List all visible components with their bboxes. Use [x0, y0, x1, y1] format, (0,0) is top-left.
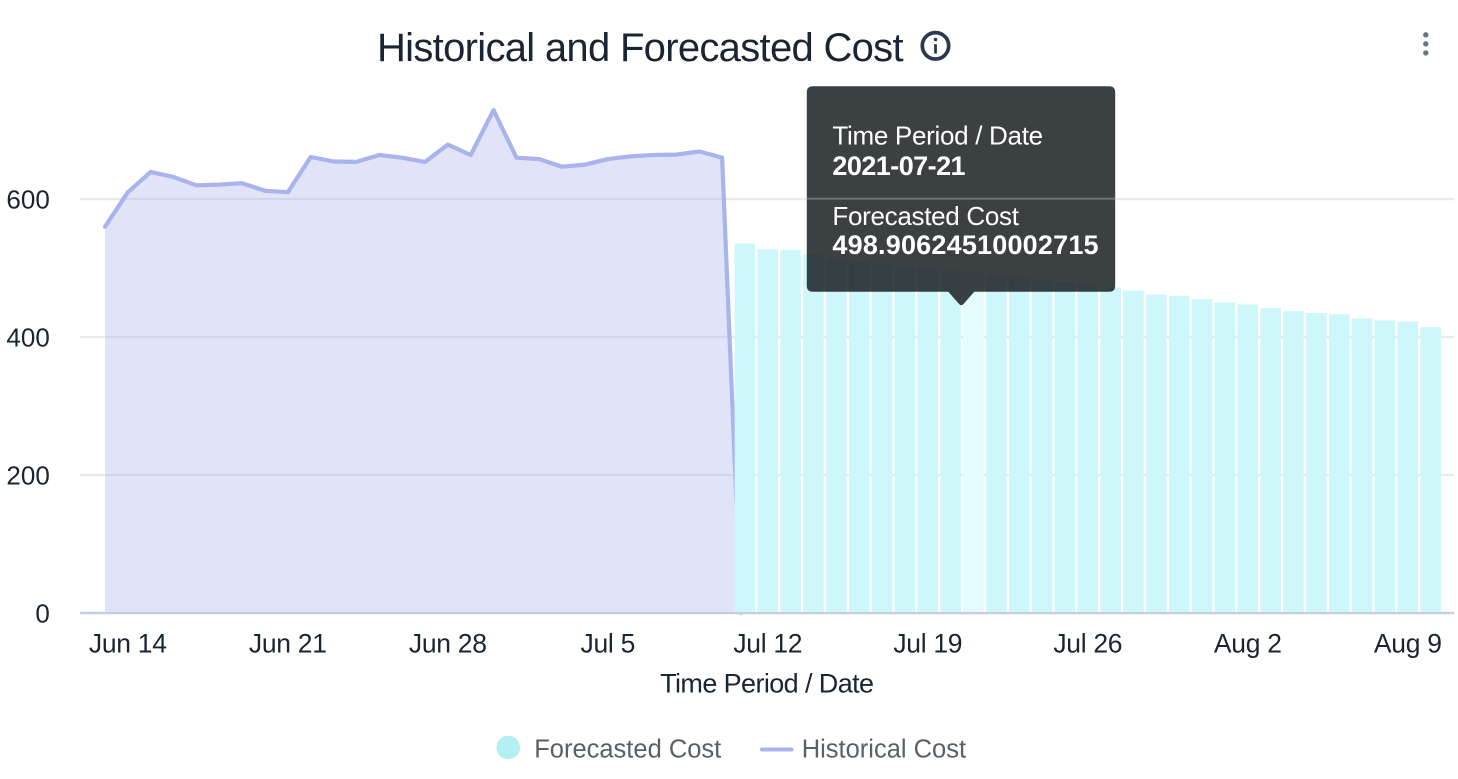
svg-text:Jul 26: Jul 26 [1053, 629, 1122, 659]
svg-text:Jul 5: Jul 5 [581, 629, 635, 659]
svg-text:Aug 9: Aug 9 [1374, 629, 1442, 659]
svg-text:Time Period / Date: Time Period / Date [660, 668, 873, 698]
svg-text:0: 0 [35, 598, 49, 628]
svg-text:Aug 2: Aug 2 [1214, 629, 1282, 659]
svg-text:Time Period / Date: Time Period / Date [832, 121, 1042, 151]
svg-text:Jul 12: Jul 12 [733, 629, 802, 659]
svg-text:498.90624510002715: 498.90624510002715 [832, 230, 1098, 260]
svg-text:Historical Cost: Historical Cost [802, 735, 966, 763]
svg-text:400: 400 [6, 322, 49, 352]
svg-text:200: 200 [6, 460, 49, 490]
svg-text:Historical and Forecasted Cost: Historical and Forecasted Cost [377, 26, 903, 70]
svg-text:Jun 14: Jun 14 [89, 629, 167, 659]
svg-text:Jul 19: Jul 19 [893, 629, 962, 659]
svg-text:Jun 21: Jun 21 [249, 629, 327, 659]
svg-text:600: 600 [6, 185, 49, 215]
svg-text:Forecasted Cost: Forecasted Cost [534, 735, 721, 763]
svg-text:Forecasted Cost: Forecasted Cost [832, 201, 1019, 231]
svg-text:Jun 28: Jun 28 [409, 629, 487, 659]
svg-text:2021-07-21: 2021-07-21 [832, 151, 965, 181]
